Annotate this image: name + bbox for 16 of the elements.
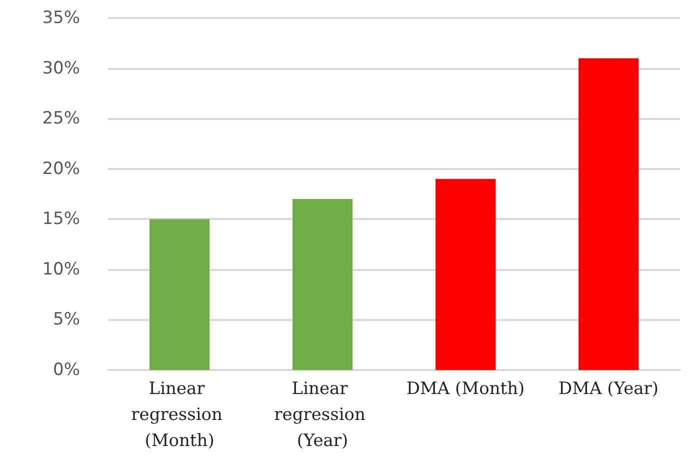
y-tick-label: 5%	[53, 310, 80, 330]
y-tick-label: 35%	[42, 8, 80, 28]
x-tick-label: DMA (Month)	[406, 379, 525, 399]
x-tick-label: Linear regression (Year)	[274, 379, 371, 451]
bar	[578, 58, 638, 370]
bar	[150, 219, 210, 370]
bar	[292, 199, 352, 370]
y-tick-label: 15%	[42, 209, 80, 230]
y-tick-label: 20%	[42, 158, 80, 179]
y-tick-label: 30%	[42, 58, 80, 78]
bar	[436, 178, 496, 370]
x-tick-label: Linear regression (Month)	[131, 379, 228, 451]
x-tick-label: DMA (Year)	[558, 379, 659, 399]
y-tick-label: 0%	[53, 360, 80, 380]
y-tick-label: 10%	[42, 259, 80, 280]
y-tick-label: 25%	[42, 108, 80, 129]
